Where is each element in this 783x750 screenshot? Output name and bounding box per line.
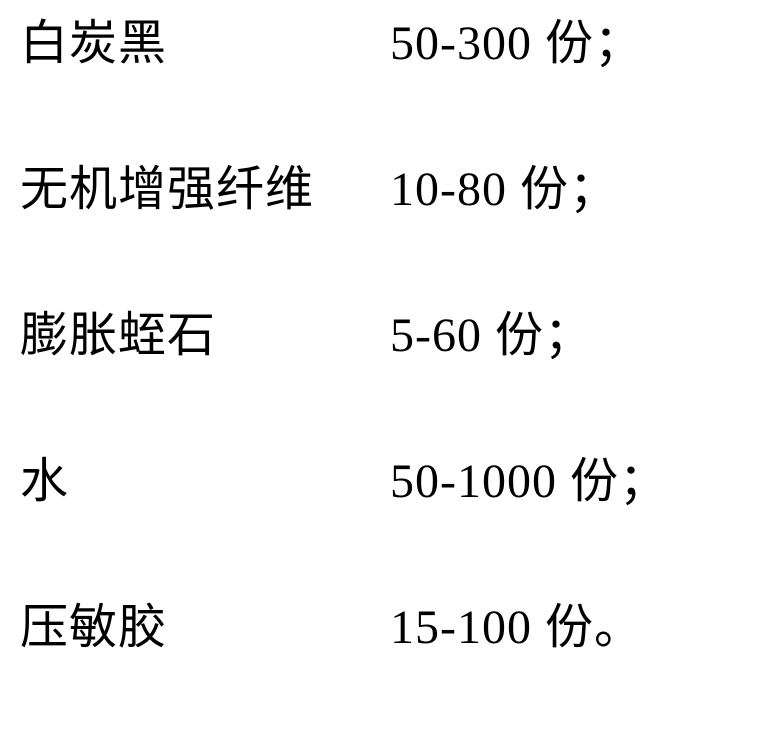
material-amount: 15-100 份。: [390, 604, 643, 652]
material-name: 白炭黑: [20, 20, 390, 68]
material-name: 无机增强纤维: [20, 166, 390, 214]
material-amount: 5-60 份；: [390, 312, 593, 360]
ingredients-list: 白炭黑 50-300 份； 无机增强纤维 10-80 份； 膨胀蛭石 5-60 …: [0, 0, 783, 734]
table-row: 白炭黑 50-300 份；: [20, 20, 783, 166]
material-name: 压敏胶: [20, 604, 390, 652]
material-amount: 50-300 份；: [390, 20, 643, 68]
table-row: 水 50-1000 份；: [20, 458, 783, 604]
table-row: 膨胀蛭石 5-60 份；: [20, 312, 783, 458]
table-row: 无机增强纤维 10-80 份；: [20, 166, 783, 312]
material-amount: 50-1000 份；: [390, 458, 668, 506]
material-name: 膨胀蛭石: [20, 312, 390, 360]
material-name: 水: [20, 458, 390, 506]
table-row: 压敏胶 15-100 份。: [20, 604, 783, 750]
material-amount: 10-80 份；: [390, 166, 618, 214]
